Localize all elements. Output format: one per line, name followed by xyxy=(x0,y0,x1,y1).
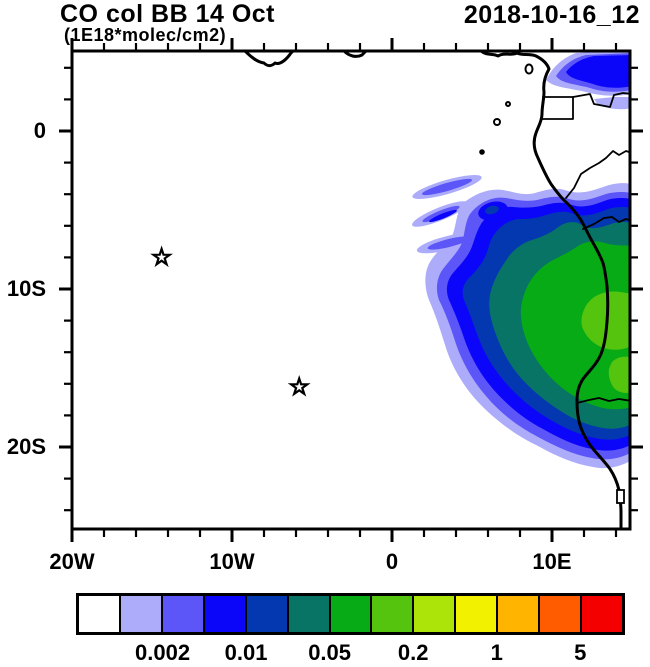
colorbar-cell-4 xyxy=(244,596,287,632)
colorbar-cell-1 xyxy=(118,596,161,632)
island-principe xyxy=(505,101,511,107)
star-markers xyxy=(150,245,311,397)
x-axis-label-20W: 20W xyxy=(49,549,95,574)
contour-blue-streak xyxy=(429,209,457,223)
island-bioko xyxy=(524,63,534,75)
colorbar-cell-9 xyxy=(454,596,497,632)
x-axis-label-10E: 10E xyxy=(532,549,572,574)
x-axis-label-10W: 10W xyxy=(209,549,255,574)
colorbar-label-1: 1 xyxy=(490,640,503,665)
star-marker-2 xyxy=(287,374,311,397)
colorbar-cell-10 xyxy=(496,596,539,632)
contour-blue-corner-patch xyxy=(566,55,629,88)
colorbar-cell-5 xyxy=(286,596,329,632)
border-angola-namibia xyxy=(576,397,629,404)
border-gabon-congo xyxy=(565,150,629,199)
contour-violet-wisp-2 xyxy=(422,205,460,223)
contour-violet-wisp-1 xyxy=(421,178,473,196)
colorbar-label-0.05: 0.05 xyxy=(308,640,352,665)
island-annobon xyxy=(479,149,485,155)
colorbar-cell-2 xyxy=(160,596,203,632)
contour-lightgreen-patch xyxy=(608,356,629,393)
border-equatorial-guinea-box xyxy=(541,96,574,120)
colorbar-label-0.01: 0.01 xyxy=(224,640,268,665)
star-marker-1 xyxy=(150,245,174,268)
contour-lightgreen-core xyxy=(581,291,629,350)
contour-green-core xyxy=(520,241,629,410)
colorbar-cell-3 xyxy=(202,596,245,632)
border-cameroon-gabon xyxy=(572,92,629,108)
colorbar-cell-12 xyxy=(580,596,622,632)
coastline-africa-west xyxy=(479,52,623,528)
coastal-box-feature xyxy=(616,489,625,504)
colorbar-cell-6 xyxy=(328,596,371,632)
colorbar xyxy=(76,593,625,635)
colorbar-label-5: 5 xyxy=(574,640,587,665)
colorbar-label-0.2: 0.2 xyxy=(397,640,429,665)
y-axis-label-0: 0 xyxy=(33,118,46,143)
contour-violet-wisp-3 xyxy=(427,236,471,250)
plot-title: CO col BB 14 Oct xyxy=(60,0,275,28)
colorbar-label-0.002: 0.002 xyxy=(135,640,191,665)
colorbar-cell-0 xyxy=(79,596,119,632)
colorbar-cell-7 xyxy=(370,596,413,632)
run-datestamp: 2018-10-16_12 xyxy=(463,1,640,29)
colorbar-cell-8 xyxy=(412,596,455,632)
contour-navy-eye-core xyxy=(485,205,499,215)
y-axis-label-10S: 10S xyxy=(6,276,46,301)
axis-ticks xyxy=(59,38,643,542)
island-sao-tome xyxy=(493,118,501,126)
border-congo-angola xyxy=(582,216,629,230)
y-axis-label-20S: 20S xyxy=(6,434,46,459)
plot-units-subtitle: (1E18*molec/cm2) xyxy=(64,25,227,45)
colorbar-cell-11 xyxy=(538,596,581,632)
coastline-gulf-of-guinea-west xyxy=(243,52,295,68)
x-axis-label-0: 0 xyxy=(385,549,399,574)
